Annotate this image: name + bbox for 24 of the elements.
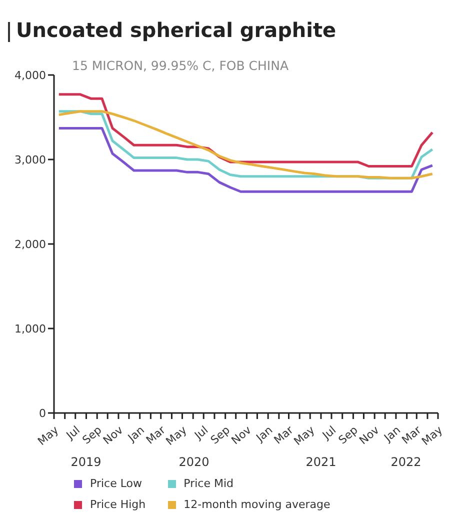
x-tick-label: May	[419, 423, 446, 448]
y-tick-label: 3,000	[14, 153, 46, 166]
y-tick-label: 4,000	[14, 68, 46, 82]
x-tick-label: May	[291, 423, 318, 448]
legend-label: Price High	[90, 498, 146, 511]
text: 2019	[70, 455, 102, 469]
x-tick-label: Jul	[319, 423, 339, 443]
x-tick-label: Jul	[191, 423, 211, 443]
x-tick-label: Jan	[124, 423, 147, 445]
text: 2020	[178, 455, 210, 469]
chart-subtitle: 15 MICRON, 99.95% C, FOB CHINA	[72, 58, 289, 73]
chart-title: Uncoated spherical graphite	[16, 18, 336, 42]
x-tick-label: May	[35, 423, 62, 448]
y-tick-label: 2,000	[14, 238, 46, 251]
text: 2022	[390, 455, 422, 469]
x-tick-label: Jul	[63, 423, 82, 443]
legend-label: Price Low	[90, 477, 142, 490]
text: 2021	[306, 455, 336, 469]
legend-label: 12-month moving average	[184, 498, 330, 511]
y-tick-label: 1,000	[14, 322, 46, 336]
y-tick-label: 0	[39, 406, 46, 420]
legend-label: Price Mid	[184, 477, 234, 490]
line-series	[58, 126, 434, 193]
x-tick-label: May	[164, 423, 190, 448]
